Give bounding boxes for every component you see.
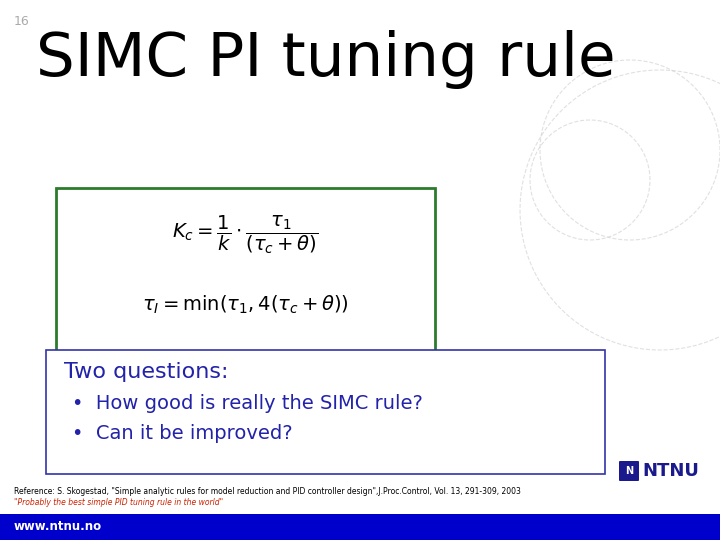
FancyBboxPatch shape xyxy=(56,188,435,352)
Text: •  How good is really the SIMC rule?: • How good is really the SIMC rule? xyxy=(72,394,423,413)
Text: www.ntnu.no: www.ntnu.no xyxy=(14,521,102,534)
Text: 16: 16 xyxy=(14,15,30,28)
FancyBboxPatch shape xyxy=(0,514,720,540)
Text: $\tau_c \geq -\theta$ : Desired closed-loop response time (tuning parameter): $\tau_c \geq -\theta$ : Desired closed-l… xyxy=(68,358,428,372)
Text: •  Can it be improved?: • Can it be improved? xyxy=(72,424,292,443)
Text: "Probably the best simple PID tuning rule in the world": "Probably the best simple PID tuning rul… xyxy=(14,498,223,507)
Text: $\bullet$For robustness select: $\tau_c \geq \theta$: $\bullet$For robustness select: $\tau_c … xyxy=(100,374,267,388)
Text: $\tau_I = \min(\tau_1, 4(\tau_c + \theta))$: $\tau_I = \min(\tau_1, 4(\tau_c + \theta… xyxy=(142,294,349,316)
Text: Two questions:: Two questions: xyxy=(64,362,228,382)
Text: N: N xyxy=(625,466,633,476)
Text: $K_c = \dfrac{1}{k} \cdot \dfrac{\tau_1}{(\tau_c+\theta)}$: $K_c = \dfrac{1}{k} \cdot \dfrac{\tau_1}… xyxy=(172,213,319,256)
Text: SIMC PI tuning rule: SIMC PI tuning rule xyxy=(36,30,616,89)
Text: Reference: S. Skogestad, "Simple analytic rules for model reduction and PID cont: Reference: S. Skogestad, "Simple analyti… xyxy=(14,487,521,496)
FancyBboxPatch shape xyxy=(46,350,605,474)
Text: NTNU: NTNU xyxy=(642,462,699,480)
FancyBboxPatch shape xyxy=(619,461,639,481)
